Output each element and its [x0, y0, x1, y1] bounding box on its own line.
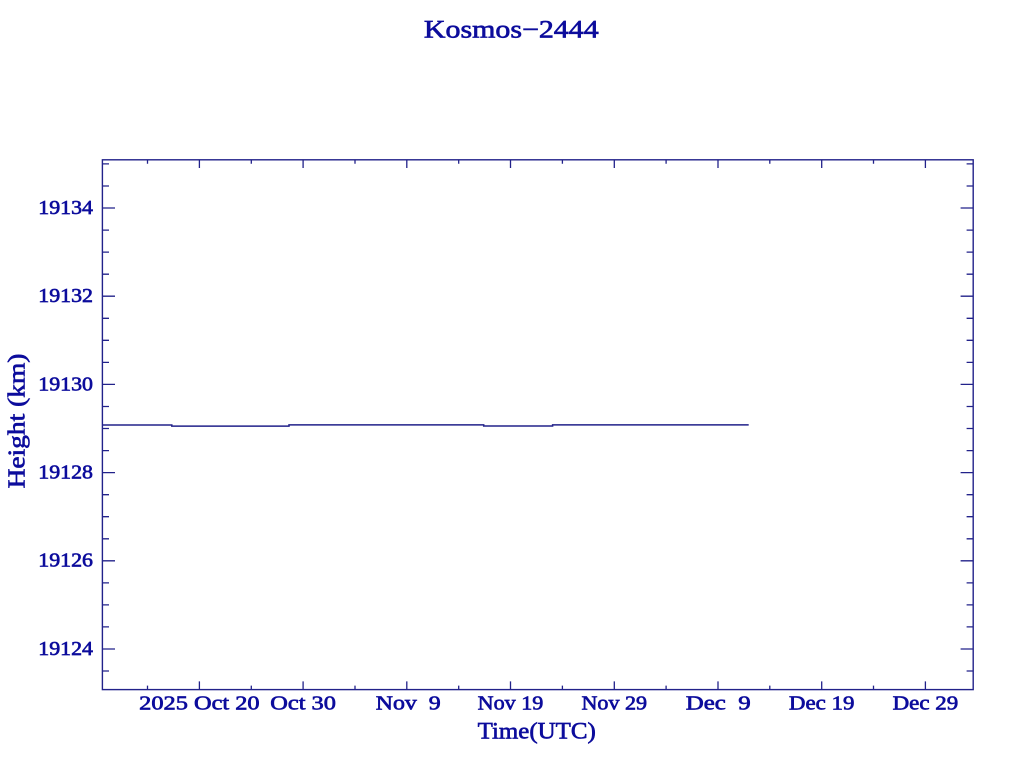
svg-text:Time(UTC): Time(UTC) — [478, 718, 596, 744]
svg-text:Dec 9: Dec 9 — [686, 694, 751, 715]
svg-text:2025 Oct 20: 2025 Oct 20 — [139, 694, 259, 715]
svg-text:Kosmos−2444: Kosmos−2444 — [424, 17, 600, 44]
svg-text:Dec 19: Dec 19 — [789, 694, 855, 715]
svg-text:19128: 19128 — [38, 463, 93, 484]
svg-text:Height (km): Height (km) — [3, 354, 30, 489]
svg-text:Dec 29: Dec 29 — [893, 694, 959, 715]
svg-text:19134: 19134 — [38, 198, 93, 219]
svg-text:Nov 19: Nov 19 — [478, 694, 544, 715]
svg-text:19126: 19126 — [38, 551, 93, 572]
svg-text:19132: 19132 — [38, 286, 93, 307]
svg-text:Nov 9: Nov 9 — [376, 694, 441, 715]
svg-text:19124: 19124 — [38, 639, 93, 660]
svg-text:Oct 30: Oct 30 — [270, 694, 336, 715]
svg-text:19130: 19130 — [38, 374, 93, 395]
svg-text:Nov 29: Nov 29 — [582, 694, 648, 715]
